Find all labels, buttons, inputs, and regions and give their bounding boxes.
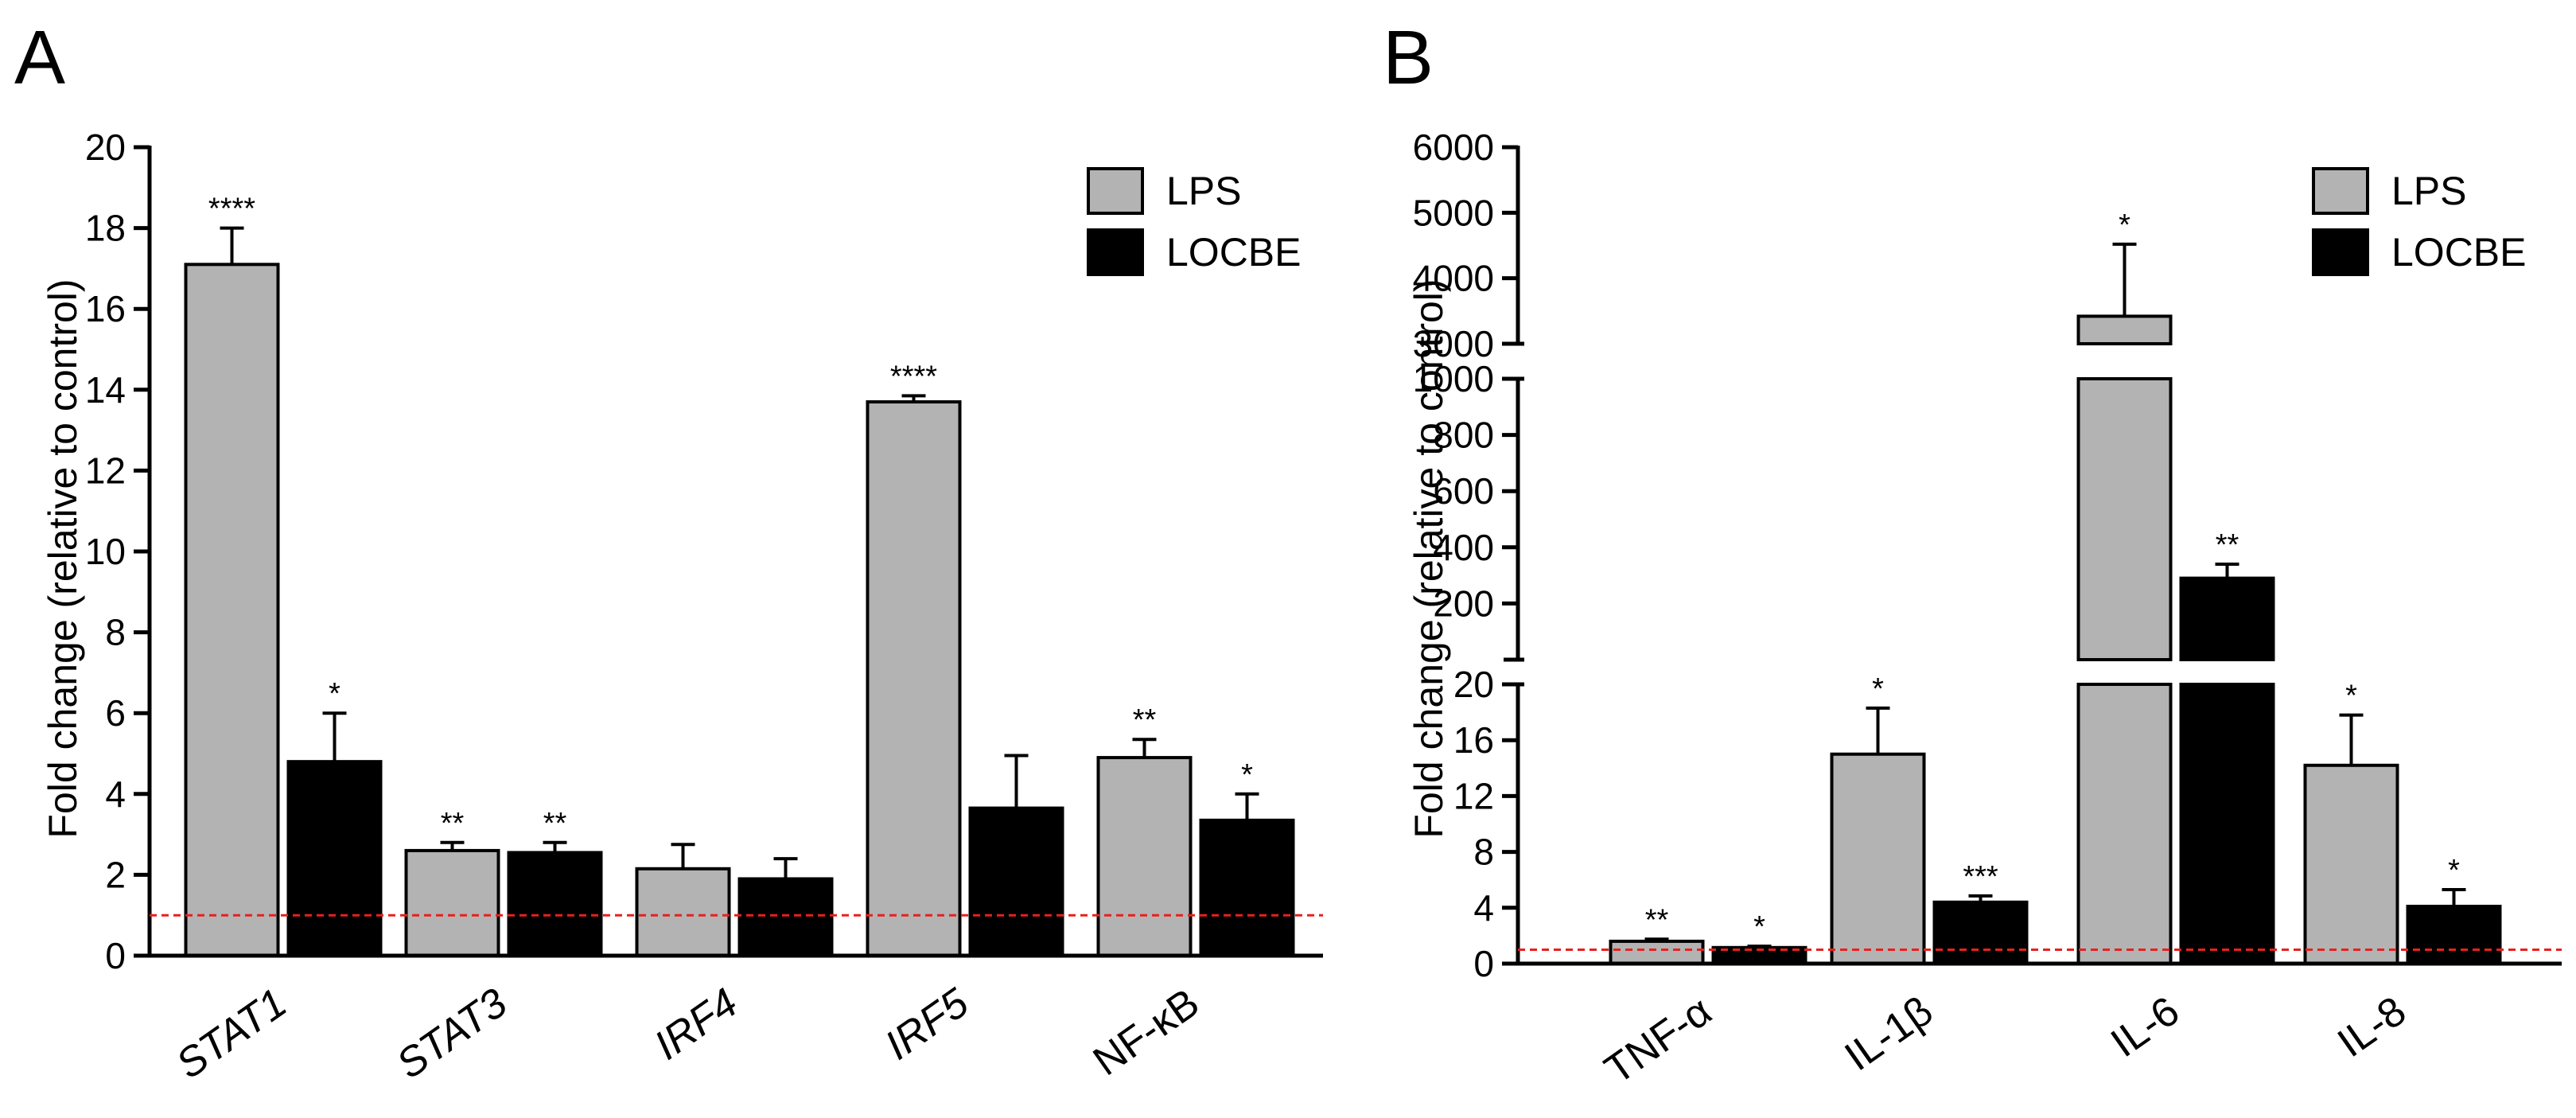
y-tick-label: 3000: [1413, 323, 1494, 364]
y-tick-label: 20: [85, 127, 126, 168]
category-label-0: TNF-α: [1597, 988, 1720, 1093]
y-tick-label: 10: [85, 531, 126, 572]
sig-lps-il6: *: [2119, 208, 2130, 242]
y-tick-label: 200: [1433, 582, 1494, 624]
y-tick-label: 20: [1453, 664, 1494, 705]
bar-lps-il1: [1830, 752, 1926, 965]
bar-lps-tnf: [1609, 939, 1705, 966]
bar-locbe-il8: [2406, 905, 2502, 966]
sig-locbe-stat3: **: [543, 807, 567, 840]
panel-a: A Fold change (relative to control) 0 2 4 6 8 1…: [14, 15, 1323, 1088]
sig-locbe-tnf: *: [1753, 910, 1765, 944]
y-tick-label: 4000: [1413, 258, 1494, 299]
panel-letter-b: B: [1383, 15, 1434, 100]
sig-locbe-il8: *: [2448, 854, 2460, 887]
bar-locbe-stat3: [507, 851, 603, 957]
bar-lps-il6-part2: [2076, 314, 2173, 346]
bar-lps-il6-part0: [2076, 683, 2173, 965]
category-label-3: IL-8: [2329, 988, 2415, 1066]
sig-lps-il8: *: [2345, 680, 2357, 713]
y-tick-label: 8: [105, 612, 126, 653]
y-axis-label: Fold change (relative to control): [1407, 279, 1451, 838]
y-tick-label: 0: [1473, 943, 1494, 984]
bar-locbe-il1: [1932, 900, 2029, 966]
category-label-1: STAT3: [388, 980, 516, 1088]
category-label-3: IRF5: [877, 980, 977, 1069]
legend-swatch-locbe: [1087, 228, 1144, 276]
category-label-0: STAT1: [168, 980, 295, 1088]
y-axis-label: Fold change (relative to control): [41, 279, 85, 838]
bar-lps-il6-part1: [2076, 377, 2173, 661]
sig-lps-stat3: **: [441, 807, 465, 840]
bar-lps-irf4: [635, 867, 731, 958]
legend-label-locbe: LOCBE: [2391, 230, 2527, 275]
legend-swatch-lps: [1087, 167, 1144, 215]
y-tick-label: 4: [105, 773, 126, 815]
legend-swatch-locbe: [2312, 228, 2369, 276]
category-label-1: IL-1β: [1837, 988, 1941, 1080]
y-tick-label: 14: [85, 369, 126, 411]
y-tick-label: 6000: [1413, 127, 1494, 168]
y-tick-label: 18: [85, 208, 126, 249]
sig-locbe-nfb: *: [1241, 758, 1253, 792]
bar-locbe-nfb: [1199, 818, 1295, 957]
y-tick-label: 4: [1473, 887, 1494, 929]
bar-lps-il8: [2303, 763, 2399, 965]
bar-lps-irf5: [866, 400, 962, 958]
y-tick-label: 12: [1453, 775, 1494, 816]
legend-label-lps: LPS: [2391, 169, 2467, 213]
bar-locbe-irf5: [968, 806, 1064, 958]
y-tick-label: 16: [85, 288, 126, 329]
sig-lps-stat1: ****: [208, 193, 255, 226]
bar-lps-stat1: [184, 263, 280, 957]
panel-b: B Fold change (relative to control) 0 4 8 12 1…: [1383, 15, 2562, 1093]
sig-lps-irf5: ****: [890, 360, 937, 393]
category-label-2: IL-6: [2103, 988, 2188, 1066]
y-tick-label: 2: [105, 854, 126, 895]
sig-locbe-il6: **: [2216, 528, 2239, 562]
y-tick-label: 600: [1433, 470, 1494, 512]
bar-lps-nfb: [1096, 756, 1193, 958]
sig-locbe-stat1: *: [329, 677, 340, 711]
y-tick-label: 800: [1433, 415, 1494, 456]
y-tick-label: 12: [85, 450, 126, 491]
legend-label-lps: LPS: [1166, 169, 1242, 213]
sig-locbe-il1: ***: [1963, 860, 1998, 894]
bar-locbe-il6-part1: [2179, 576, 2275, 662]
category-label-2: IRF4: [646, 980, 746, 1069]
y-tick-label: 8: [1473, 832, 1494, 873]
y-tick-label: 16: [1453, 719, 1494, 761]
legend-label-locbe: LOCBE: [1166, 230, 1302, 275]
y-tick-label: 5000: [1413, 192, 1494, 233]
bar-locbe-irf4: [737, 877, 834, 957]
bar-lps-stat3: [404, 848, 500, 958]
bar-locbe-stat1: [286, 760, 383, 957]
category-label-4: NF-κB: [1085, 980, 1208, 1085]
y-tick-label: 1000: [1413, 358, 1494, 399]
bar-locbe-il6-part0: [2179, 683, 2275, 965]
y-tick-label: 400: [1433, 527, 1494, 568]
y-tick-label: 0: [105, 935, 126, 976]
sig-lps-il1: *: [1872, 672, 1884, 706]
legend-swatch-lps: [2312, 167, 2369, 215]
sig-lps-nfb: **: [1133, 703, 1157, 737]
sig-lps-tnf: **: [1645, 903, 1669, 937]
panel-letter-a: A: [14, 15, 65, 100]
y-tick-label: 6: [105, 692, 126, 734]
